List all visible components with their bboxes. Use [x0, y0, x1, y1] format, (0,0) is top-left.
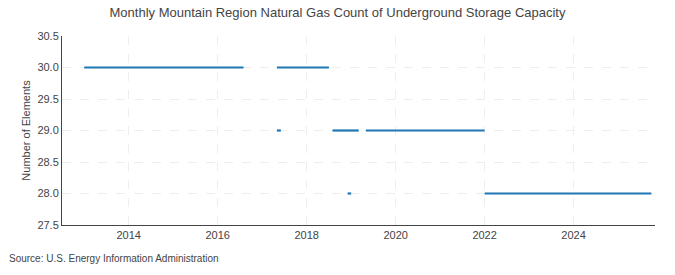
svg-text:2018: 2018 — [294, 229, 318, 241]
svg-text:28.5: 28.5 — [37, 156, 58, 168]
svg-text:2016: 2016 — [205, 229, 229, 241]
svg-text:29.5: 29.5 — [37, 93, 58, 105]
svg-text:2014: 2014 — [116, 229, 140, 241]
svg-text:Monthly Mountain Region Natura: Monthly Mountain Region Natural Gas Coun… — [110, 5, 566, 20]
svg-text:2022: 2022 — [472, 229, 496, 241]
svg-text:29.0: 29.0 — [37, 124, 58, 136]
svg-text:30.0: 30.0 — [37, 61, 58, 73]
svg-text:2024: 2024 — [561, 229, 585, 241]
svg-text:2020: 2020 — [383, 229, 407, 241]
svg-text:27.5: 27.5 — [37, 219, 58, 231]
svg-text:Source: U.S. Energy Informatio: Source: U.S. Energy Information Administ… — [9, 253, 219, 264]
svg-text:28.0: 28.0 — [37, 187, 58, 199]
svg-text:30.5: 30.5 — [37, 30, 58, 42]
svg-text:Number of Elements: Number of Elements — [20, 80, 32, 181]
